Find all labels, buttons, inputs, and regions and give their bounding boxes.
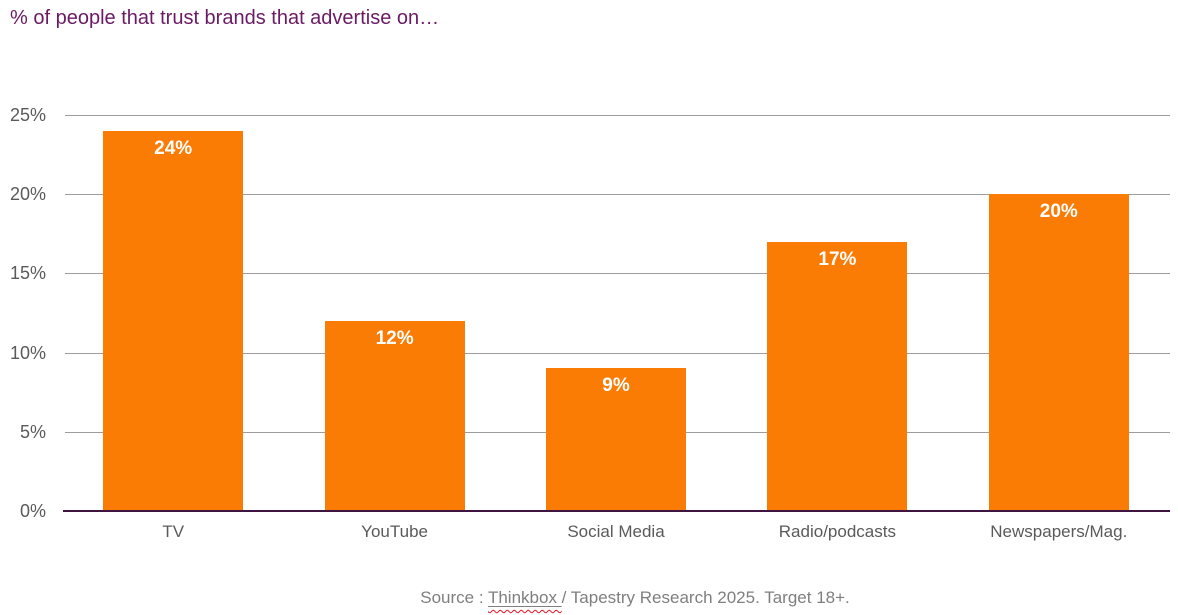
y-tick-label-5: 5% <box>19 422 46 442</box>
bar-radio-podcasts: 17% <box>767 241 908 511</box>
y-tick-label-25: 25% <box>9 105 46 125</box>
x-category-label-newspapers-mag: Newspapers/Mag. <box>990 522 1128 541</box>
x-category-label-youtube: YouTube <box>361 522 428 541</box>
gridline-25 <box>65 115 1170 116</box>
gridline-15 <box>65 273 1170 274</box>
y-tick-label-10: 10% <box>9 343 46 363</box>
gridline-20 <box>65 194 1170 195</box>
bar-youtube: 12% <box>324 320 465 511</box>
bar-value-label-youtube: 12% <box>375 327 414 349</box>
bar-newspapers-mag: 20% <box>988 194 1129 511</box>
bar-value-label-newspapers-mag: 20% <box>1039 201 1078 223</box>
source-suffix: / Tapestry Research 2025. Target 18+. <box>561 588 850 607</box>
gridline-10 <box>65 353 1170 354</box>
chart-title: % of people that trust brands that adver… <box>10 7 440 29</box>
x-axis-line <box>63 510 1170 512</box>
source-note: Source : Thinkbox / Tapestry Research 20… <box>0 588 1178 608</box>
x-category-label-tv: TV <box>162 522 185 541</box>
source-link-underline: Thinkbox <box>488 588 562 607</box>
y-tick-label-20: 20% <box>9 184 46 204</box>
y-tick-label-0: 0% <box>19 501 46 521</box>
bar-social-media: 9% <box>546 368 686 511</box>
bar-value-label-radio-podcasts: 17% <box>818 248 857 270</box>
bar-value-label-social-media: 9% <box>602 375 630 397</box>
source-prefix: Source : <box>420 588 488 607</box>
bar-value-label-tv: 24% <box>154 137 193 159</box>
source-link[interactable]: Thinkbox <box>487 588 562 607</box>
x-category-label-social-media: Social Media <box>567 522 665 541</box>
x-category-label-radio-podcasts: Radio/podcasts <box>778 522 896 541</box>
bar-tv: 24% <box>103 130 244 511</box>
y-tick-label-15: 15% <box>9 263 46 283</box>
